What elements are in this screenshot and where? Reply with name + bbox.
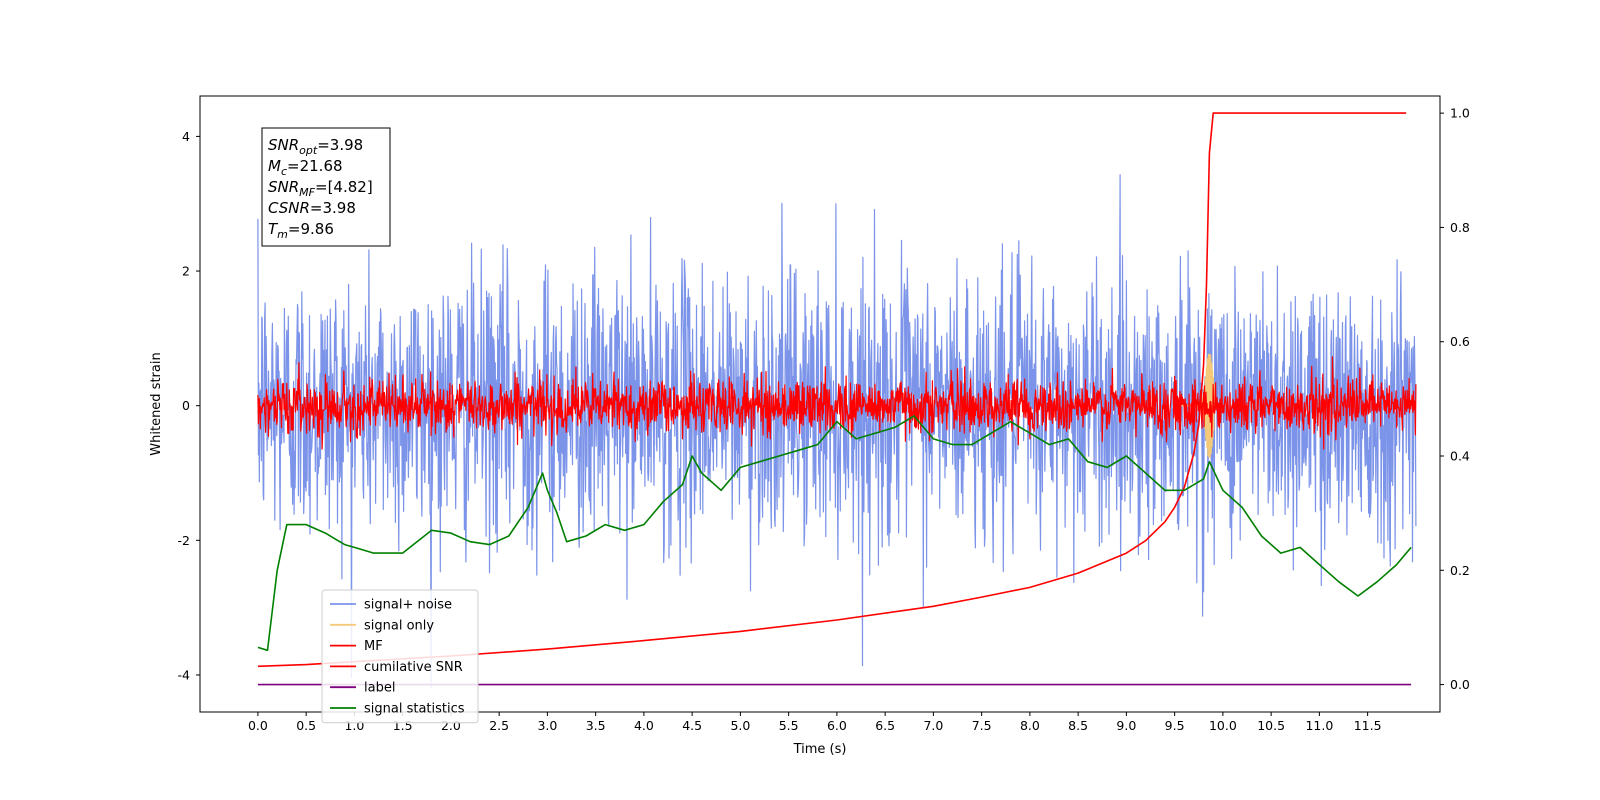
x-tick-label: 0.0 [248,718,268,733]
annotation-line: CSNR=3.98 [268,199,356,217]
annotation-line: Tm=9.86 [268,220,334,241]
x-tick-label: 7.0 [923,718,943,733]
x-tick-label: 3.5 [586,718,606,733]
x-tick-label: 6.0 [827,718,847,733]
y-right-tick-label: 0.2 [1450,563,1470,578]
y-right-tick-label: 0.6 [1450,334,1470,349]
y-right-tick-label: 0.0 [1450,677,1470,692]
x-tick-label: 11.0 [1305,718,1333,733]
legend-label-signal-noise: signal+ noise [364,598,452,613]
annotation-line: SNRopt=3.98 [268,136,363,157]
y-axis-right: 0.0 0.2 0.4 0.6 0.8 1.0 [1440,106,1470,692]
y-left-tick-label: -4 [178,667,191,682]
series-cumilative-snr [257,112,1407,668]
y-left-tick-label: 4 [182,129,190,144]
y-axis-left: -4 -2 0 2 4 [178,129,200,682]
series-signal-statistics [257,415,1412,652]
y-right-tick-label: 0.4 [1450,449,1470,464]
x-tick-label: 8.5 [1068,718,1088,733]
x-tick-label: 7.5 [972,718,992,733]
legend-label-cumilative-snr: cumilative SNR [364,660,463,675]
x-tick-label: 0.5 [296,718,316,733]
annotation-frame [261,127,391,247]
x-tick-label: 6.5 [875,718,895,733]
annotation-box: SNRopt=3.98Mc=21.68SNRMF=[4.82]CSNR=3.98… [261,127,391,247]
series-mf [257,356,1417,450]
x-tick-label: 5.5 [779,718,799,733]
x-tick-label: 11.5 [1354,718,1382,733]
x-tick-label: 9.5 [1165,718,1185,733]
y-left-tick-label: -2 [178,533,190,548]
plot-frame [199,95,1441,713]
x-tick-label: 5.0 [730,718,750,733]
y-left-tick-label: 2 [182,264,190,279]
y-right-tick-label: 0.8 [1450,220,1470,235]
series-signal-noise [257,174,1417,689]
x-tick-label: 3.0 [537,718,557,733]
x-tick-label: 10.0 [1209,718,1237,733]
x-tick-label: 8.0 [1020,718,1040,733]
x-tick-label: 9.0 [1116,718,1136,733]
y-right-tick-label: 1.0 [1450,106,1470,121]
annotation-line: SNRMF=[4.82] [268,178,373,199]
x-tick-label: 4.0 [634,718,654,733]
x-axis: 0.0 0.5 1.0 1.5 2.0 2.5 3.0 3.5 4.0 4.5 5.0 5.5 6.0 6… [248,712,1382,733]
legend-label-signal-statistics: signal statistics [364,702,465,717]
x-tick-label: 4.5 [682,718,702,733]
x-tick-label: 2.5 [489,718,509,733]
x-axis-label: Time (s) [793,742,847,757]
x-tick-label: 10.5 [1257,718,1285,733]
legend-label-signal-only: signal only [364,618,434,633]
annotation-line: Mc=21.68 [268,157,343,178]
legend-label-label: label [364,681,395,696]
legend-frame [321,589,479,724]
legend-label-mf: MF [364,639,383,654]
y-left-tick-label: 0 [182,398,190,413]
y-axis-label: Whitened strain [149,352,164,455]
legend: signal+ noise signal only MF cumilative SNR… [321,589,479,724]
